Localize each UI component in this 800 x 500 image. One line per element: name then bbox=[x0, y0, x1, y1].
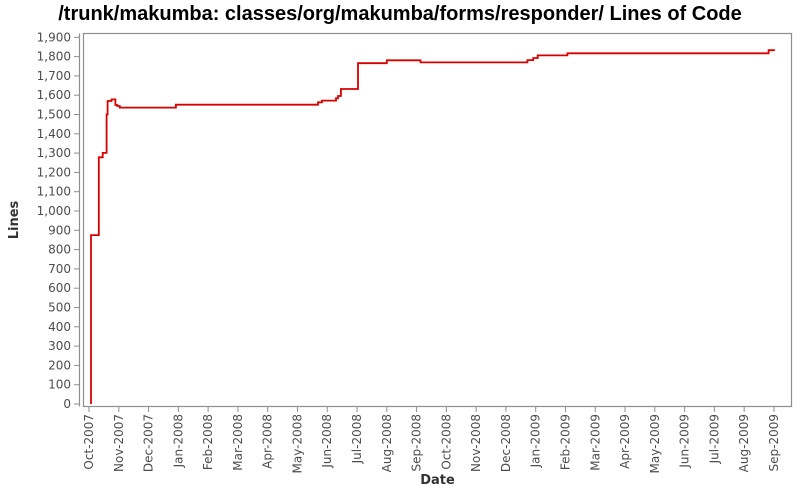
y-tick-label: 1,600 bbox=[37, 88, 71, 102]
x-tick-label: Jul-2008 bbox=[350, 414, 364, 464]
x-tick-label: Dec-2008 bbox=[499, 414, 513, 472]
x-tick-label: Jun-2009 bbox=[678, 414, 692, 469]
y-tick-label: 1,000 bbox=[37, 204, 71, 218]
x-tick-label: Feb-2008 bbox=[201, 414, 215, 470]
x-tick-label: May-2009 bbox=[648, 414, 662, 473]
y-tick-label: 100 bbox=[48, 378, 71, 392]
x-tick-label: Jul-2009 bbox=[707, 414, 721, 464]
x-tick-label: Dec-2007 bbox=[142, 414, 156, 472]
x-tick-label: Jan-2009 bbox=[529, 414, 543, 468]
x-tick-label: Feb-2009 bbox=[558, 414, 572, 470]
y-tick-label: 1,900 bbox=[37, 30, 71, 44]
loc-line bbox=[90, 49, 775, 404]
x-tick-label: Aug-2008 bbox=[380, 414, 394, 472]
y-tick-label: 1,200 bbox=[37, 165, 71, 179]
y-tick-label: 300 bbox=[48, 339, 71, 353]
x-tick-label: May-2008 bbox=[290, 414, 304, 473]
y-tick-label: 800 bbox=[48, 243, 71, 257]
chart-title: /trunk/makumba: classes/org/makumba/form… bbox=[58, 3, 742, 25]
y-tick-label: 1,800 bbox=[37, 50, 71, 64]
x-tick-label: Nov-2007 bbox=[112, 414, 126, 472]
y-tick-label: 500 bbox=[48, 301, 71, 315]
x-tick-label: Mar-2008 bbox=[231, 414, 245, 471]
x-tick-label: Apr-2009 bbox=[618, 414, 632, 469]
x-tick-label: Nov-2008 bbox=[469, 414, 483, 472]
y-tick-label: 0 bbox=[63, 397, 71, 411]
x-tick-label: Oct-2008 bbox=[439, 414, 453, 470]
y-tick-label: 1,300 bbox=[37, 146, 71, 160]
y-tick-label: 600 bbox=[48, 281, 71, 295]
y-tick-label: 1,500 bbox=[37, 108, 71, 122]
x-tick-label: Mar-2009 bbox=[588, 414, 602, 471]
x-tick-label: Oct-2007 bbox=[82, 414, 96, 470]
x-tick-label: Jun-2008 bbox=[320, 414, 334, 469]
x-tick-label: Aug-2009 bbox=[737, 414, 751, 472]
x-tick-label: Sep-2008 bbox=[410, 414, 424, 472]
x-axis-title: Date bbox=[420, 473, 455, 488]
y-axis-title: Lines bbox=[7, 200, 22, 239]
y-tick-label: 1,700 bbox=[37, 69, 71, 83]
x-tick-label: Apr-2008 bbox=[261, 414, 275, 469]
y-tick-label: 1,400 bbox=[37, 127, 71, 141]
y-tick-label: 900 bbox=[48, 223, 71, 237]
y-tick-label: 700 bbox=[48, 262, 71, 276]
y-tick-label: 1,100 bbox=[37, 185, 71, 199]
plot-border bbox=[82, 32, 793, 408]
y-tick-label: 400 bbox=[48, 320, 71, 334]
x-tick-label: Jan-2008 bbox=[171, 414, 185, 468]
x-tick-label: Sep-2009 bbox=[767, 414, 781, 472]
y-tick-label: 200 bbox=[48, 358, 71, 372]
